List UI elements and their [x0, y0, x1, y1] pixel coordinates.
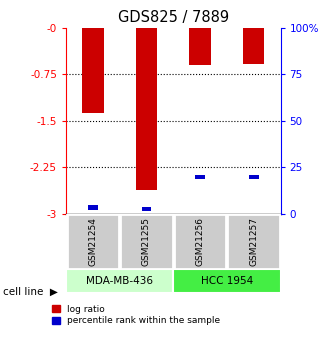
Bar	[195, 175, 205, 179]
Bar	[189, 28, 211, 65]
Bar	[66, 269, 173, 293]
Text: cell line  ▶: cell line ▶	[3, 287, 58, 296]
Bar	[142, 207, 151, 211]
Bar	[173, 269, 280, 293]
Bar	[227, 214, 280, 269]
Text: GSM21257: GSM21257	[249, 217, 258, 266]
Text: HCC 1954: HCC 1954	[201, 276, 253, 286]
Legend: log ratio, percentile rank within the sample: log ratio, percentile rank within the sa…	[52, 305, 220, 325]
Bar	[136, 28, 157, 190]
Title: GDS825 / 7889: GDS825 / 7889	[118, 10, 229, 25]
Text: GSM21256: GSM21256	[196, 217, 205, 266]
Bar	[67, 214, 119, 269]
Bar	[88, 205, 98, 209]
Text: MDA-MB-436: MDA-MB-436	[86, 276, 153, 286]
Bar	[243, 28, 264, 63]
Text: GSM21255: GSM21255	[142, 217, 151, 266]
Bar	[82, 28, 104, 113]
Bar	[174, 214, 226, 269]
Text: GSM21254: GSM21254	[88, 217, 97, 266]
Bar	[249, 175, 258, 179]
Bar	[120, 214, 173, 269]
